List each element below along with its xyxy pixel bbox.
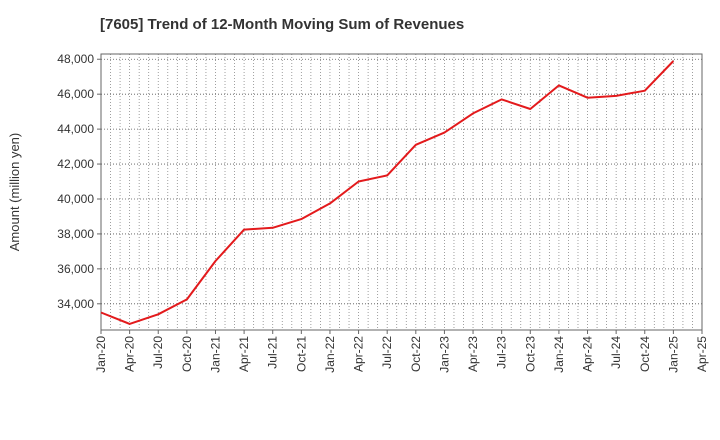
x-tick-label: Apr-24: [581, 336, 595, 372]
x-tick-label: Apr-21: [237, 336, 251, 372]
chart-title: [7605] Trend of 12-Month Moving Sum of R…: [100, 16, 465, 33]
x-tick-label: Apr-22: [352, 336, 366, 372]
y-axis-label: Amount (million yen): [7, 133, 22, 252]
x-tick-label: Jul-22: [380, 336, 394, 369]
x-tick-label: Jan-20: [94, 336, 108, 373]
y-tick-label: 42,000: [57, 157, 94, 171]
x-tick-label: Jul-20: [151, 336, 165, 369]
y-axis: 34,000 36,000 38,000 40,000 42,000 44,000 46,0…: [57, 52, 101, 311]
x-tick-label: Oct-22: [409, 336, 423, 372]
grid-lines: [101, 54, 702, 330]
y-tick-label: 40,000: [57, 192, 94, 206]
y-tick-label: 46,000: [57, 87, 94, 101]
x-tick-label: Apr-25: [695, 336, 709, 372]
y-tick-label: 38,000: [57, 227, 94, 241]
plot-area-frame: [100, 53, 703, 331]
y-tick-label: 44,000: [57, 122, 94, 136]
x-tick-label: Jul-23: [495, 336, 509, 369]
y-tick-label: 34,000: [57, 297, 94, 311]
x-tick-label: Oct-24: [638, 336, 652, 372]
x-tick-label: Jan-24: [552, 336, 566, 373]
x-tick-label: Oct-23: [523, 336, 537, 372]
x-tick-label: Apr-20: [123, 336, 137, 372]
series-layer: [100, 60, 675, 325]
x-tick-label: Jan-22: [323, 336, 337, 373]
x-tick-label: Jan-21: [208, 336, 222, 373]
y-tick-label: 48,000: [57, 52, 94, 66]
x-axis: Jan-20 Apr-20 Jul-20 Oct-20 Jan-21 Apr-21 Jul-…: [94, 330, 709, 373]
x-tick-label: Oct-21: [294, 336, 308, 372]
x-tick-label: Jul-21: [266, 336, 280, 369]
x-tick-label: Apr-23: [466, 336, 480, 372]
x-tick-label: Jul-24: [609, 336, 623, 369]
x-tick-label: Jan-25: [666, 336, 680, 373]
x-tick-label: Jan-23: [437, 336, 451, 373]
y-tick-label: 36,000: [57, 262, 94, 276]
x-tick-label: Oct-20: [180, 336, 194, 372]
series-line: [100, 60, 675, 325]
